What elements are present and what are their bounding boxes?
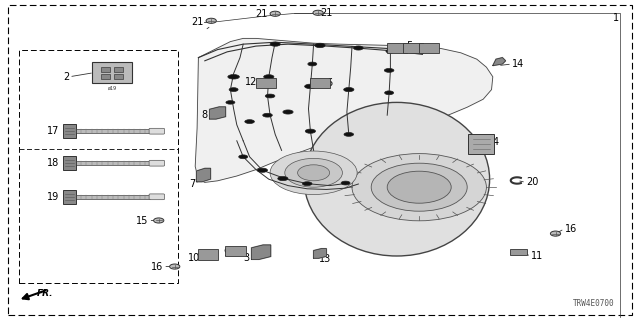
Text: 3: 3 [243, 252, 250, 263]
Ellipse shape [226, 101, 235, 104]
FancyBboxPatch shape [510, 249, 527, 255]
Text: 16: 16 [564, 224, 577, 234]
FancyBboxPatch shape [387, 43, 407, 53]
Polygon shape [196, 168, 211, 182]
FancyBboxPatch shape [101, 67, 111, 72]
FancyBboxPatch shape [256, 78, 276, 88]
Ellipse shape [264, 75, 274, 79]
FancyBboxPatch shape [114, 67, 123, 72]
Ellipse shape [315, 43, 325, 48]
Ellipse shape [304, 102, 490, 256]
Polygon shape [252, 245, 271, 259]
Circle shape [313, 10, 323, 15]
Text: 20: 20 [526, 177, 538, 188]
Text: 8: 8 [202, 110, 208, 120]
Circle shape [206, 18, 216, 23]
Text: 7: 7 [189, 179, 195, 189]
Ellipse shape [344, 132, 354, 136]
Bar [76, 161, 150, 165]
Text: 12: 12 [245, 76, 257, 87]
Text: 10: 10 [188, 252, 200, 263]
Ellipse shape [385, 91, 394, 95]
Ellipse shape [386, 49, 395, 53]
FancyBboxPatch shape [114, 74, 123, 79]
FancyBboxPatch shape [310, 78, 330, 88]
Polygon shape [195, 38, 493, 182]
Ellipse shape [305, 84, 316, 89]
Circle shape [352, 154, 486, 221]
Ellipse shape [262, 113, 273, 117]
Circle shape [387, 171, 451, 203]
Text: 2: 2 [63, 72, 69, 82]
Text: 21: 21 [320, 8, 332, 18]
Ellipse shape [341, 181, 350, 185]
Ellipse shape [257, 168, 268, 172]
Bar [19, 50, 178, 283]
Ellipse shape [265, 94, 275, 98]
Ellipse shape [344, 87, 354, 92]
Ellipse shape [270, 42, 280, 46]
Text: 6: 6 [326, 78, 333, 88]
Polygon shape [493, 58, 506, 66]
Circle shape [154, 218, 164, 223]
Ellipse shape [283, 110, 293, 114]
Polygon shape [314, 249, 326, 258]
Text: 16: 16 [151, 262, 163, 272]
Text: 21: 21 [255, 9, 268, 20]
Circle shape [270, 151, 357, 195]
FancyBboxPatch shape [101, 74, 111, 79]
Text: TRW4E0700: TRW4E0700 [573, 299, 614, 308]
FancyBboxPatch shape [63, 156, 76, 170]
Text: 17: 17 [47, 126, 59, 136]
Text: 15: 15 [136, 216, 148, 226]
FancyBboxPatch shape [403, 43, 423, 53]
Ellipse shape [384, 68, 394, 72]
Text: ø19: ø19 [108, 85, 116, 91]
Text: 21: 21 [191, 17, 204, 28]
Text: 4: 4 [493, 137, 499, 148]
Circle shape [270, 11, 280, 16]
Text: 9: 9 [223, 248, 229, 258]
Text: 1: 1 [613, 13, 620, 23]
Circle shape [170, 264, 180, 269]
Bar [76, 195, 150, 199]
Text: 14: 14 [512, 59, 524, 69]
Text: 18: 18 [47, 158, 59, 168]
FancyBboxPatch shape [63, 124, 76, 138]
Ellipse shape [305, 129, 316, 133]
Text: 5: 5 [406, 41, 413, 52]
Polygon shape [210, 107, 226, 119]
FancyBboxPatch shape [149, 128, 164, 134]
Ellipse shape [278, 177, 288, 181]
FancyBboxPatch shape [468, 134, 495, 154]
Circle shape [371, 163, 467, 211]
FancyBboxPatch shape [198, 249, 218, 260]
Ellipse shape [302, 182, 312, 186]
FancyBboxPatch shape [225, 246, 246, 256]
Text: FR.: FR. [37, 289, 54, 298]
Circle shape [550, 231, 561, 236]
FancyBboxPatch shape [92, 62, 132, 83]
Text: 19: 19 [47, 192, 59, 202]
Ellipse shape [354, 46, 364, 50]
Ellipse shape [229, 88, 238, 92]
Circle shape [285, 158, 342, 187]
FancyBboxPatch shape [149, 160, 164, 166]
FancyBboxPatch shape [63, 190, 76, 204]
Ellipse shape [244, 120, 255, 124]
Text: 13: 13 [319, 254, 331, 264]
Text: 11: 11 [531, 251, 543, 261]
Ellipse shape [308, 62, 317, 66]
Bar [76, 129, 150, 133]
Circle shape [298, 165, 330, 181]
FancyBboxPatch shape [419, 43, 439, 53]
Ellipse shape [228, 75, 239, 79]
FancyBboxPatch shape [149, 194, 164, 200]
Ellipse shape [239, 155, 248, 159]
